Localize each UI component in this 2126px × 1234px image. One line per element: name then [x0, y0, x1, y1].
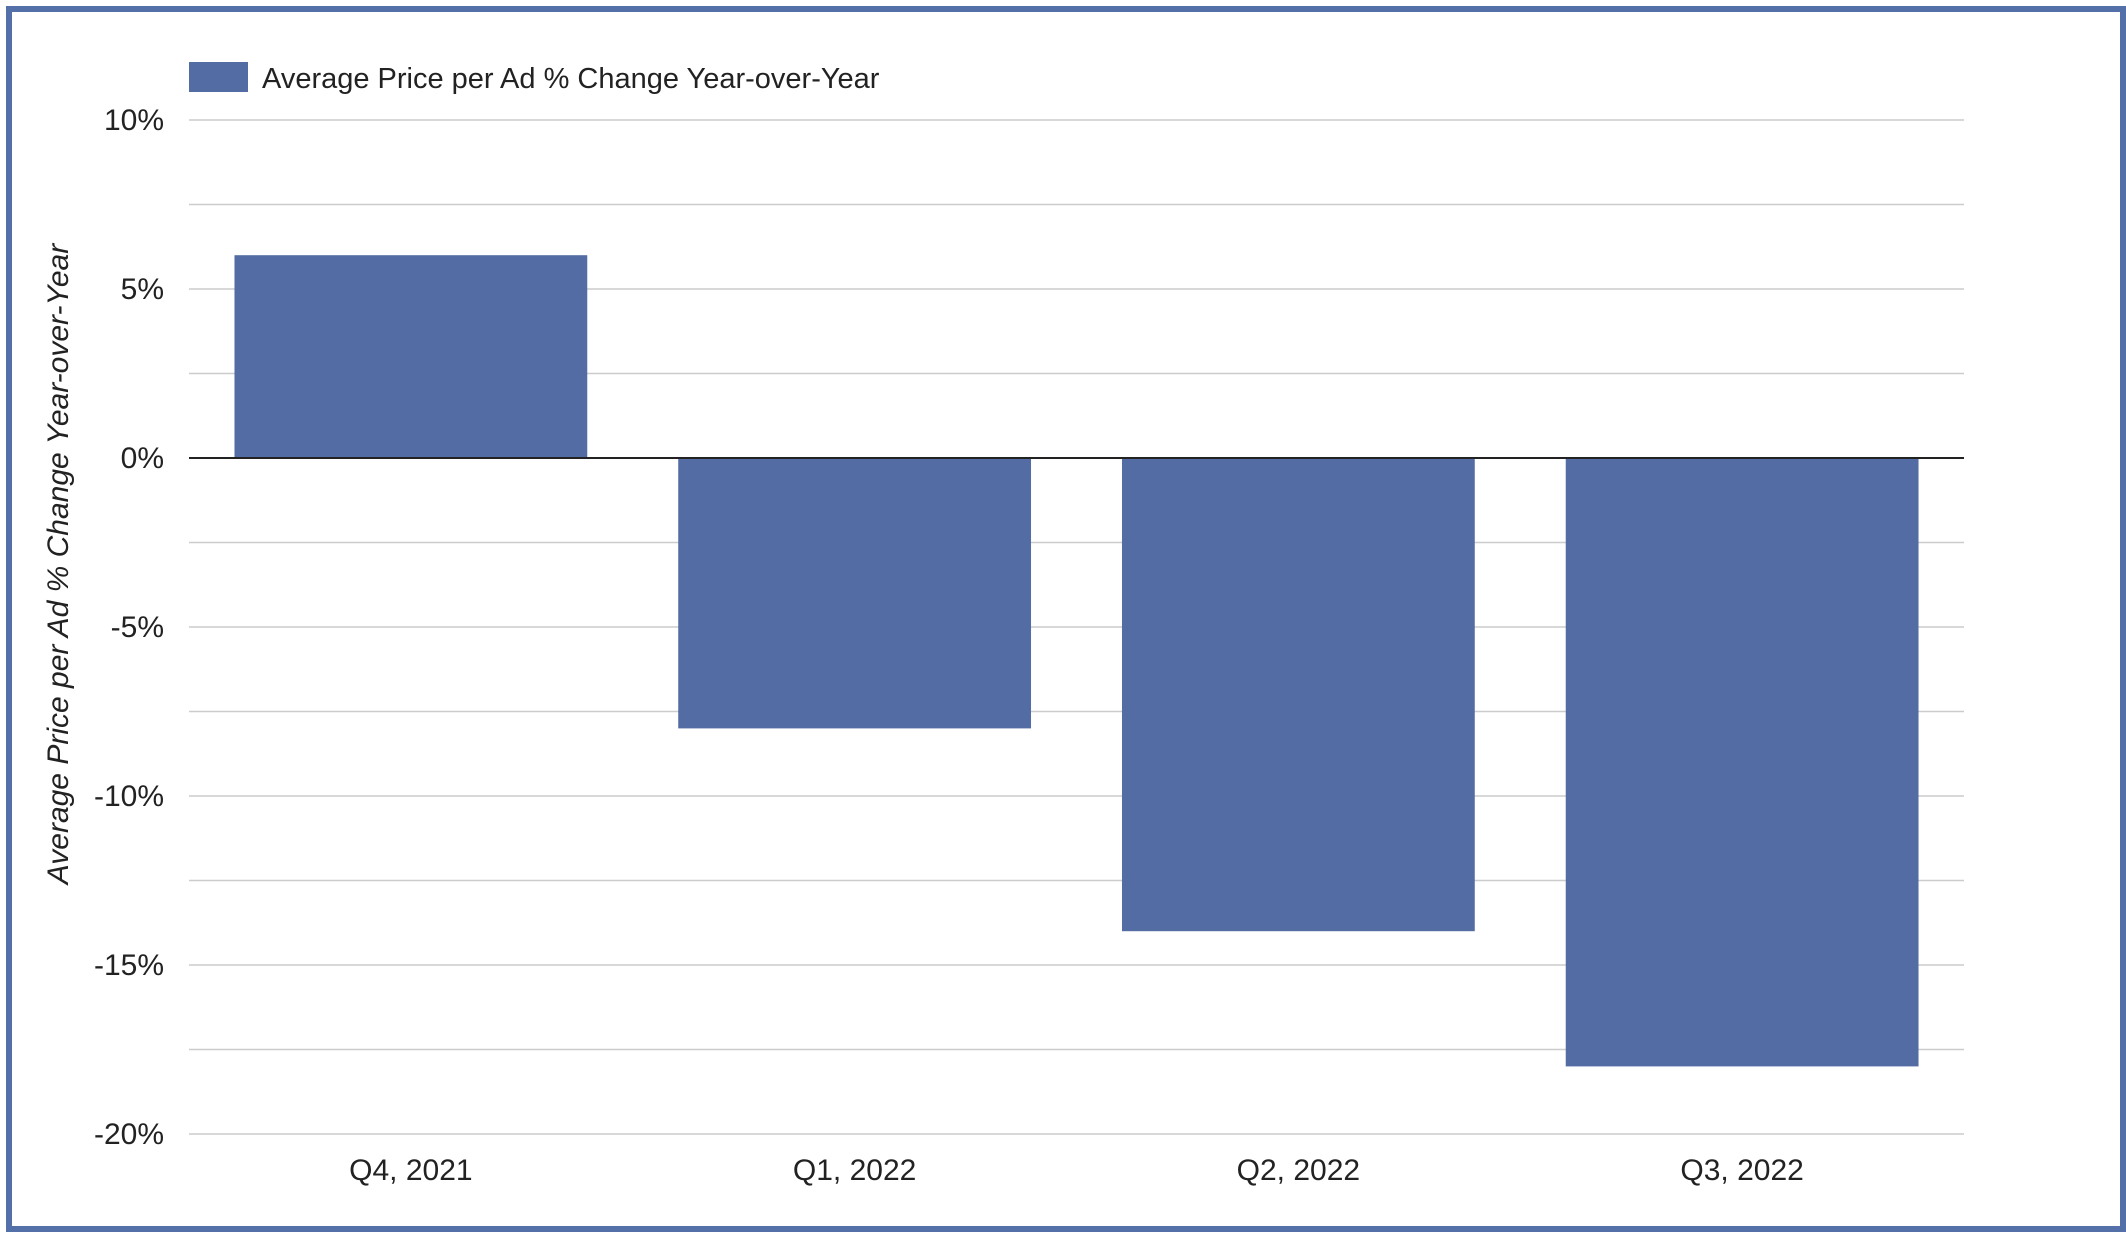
legend: Average Price per Ad % Change Year-over-… — [189, 62, 880, 95]
y-tick-label: -20% — [94, 1118, 164, 1151]
x-tick-label: Q4, 2021 — [349, 1154, 472, 1187]
y-axis-ticks: 10% 5% 0% -5% -10% -15% -20% — [94, 104, 164, 1151]
bar — [1565, 458, 1919, 1067]
bars — [234, 255, 1919, 1067]
y-tick-label: 10% — [104, 104, 164, 137]
legend-swatch — [189, 62, 248, 92]
y-tick-label: -5% — [111, 611, 164, 644]
bar — [678, 458, 1032, 729]
y-axis-title: Average Price per Ad % Change Year-over-… — [42, 243, 75, 886]
legend-label: Average Price per Ad % Change Year-over-… — [262, 63, 880, 95]
y-tick-label: -15% — [94, 949, 164, 982]
x-tick-label: Q1, 2022 — [793, 1154, 916, 1187]
bar-chart: 10%5%0%-5%-10%-15%-20% Q4, 2021 Q1, 2022 Q… — [42, 62, 1964, 1187]
y-tick-label: 5% — [121, 273, 164, 306]
chart-frame: 10% 5% 0% -5% -10% -15% -20% Q4, 2021 Q1, 2022 Q… — [6, 6, 2126, 1232]
x-tick-label: Q2, 2022 — [1237, 1154, 1360, 1187]
bar — [234, 255, 588, 458]
x-axis-ticks: Q4, 2021 Q1, 2022 Q2, 2022 Q3, 2022 — [349, 1154, 1804, 1187]
bar — [1121, 458, 1475, 932]
x-tick-label: Q3, 2022 — [1680, 1154, 1803, 1187]
y-tick-label: 0% — [121, 442, 164, 475]
y-tick-label: -10% — [94, 780, 164, 813]
